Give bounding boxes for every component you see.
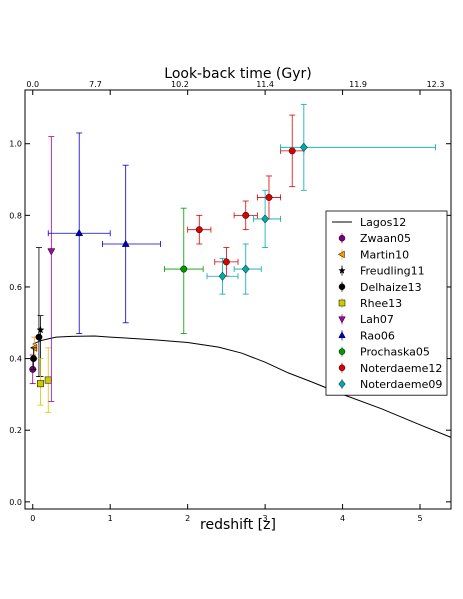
top-tick-label: 7.7	[89, 80, 102, 89]
legend-label: Rao06	[360, 329, 395, 342]
data-point	[218, 271, 227, 281]
legend-label: Delhaize13	[360, 281, 422, 294]
data-point	[265, 193, 273, 201]
plot-area	[24, 89, 452, 510]
data-point	[121, 239, 130, 247]
plot-frame	[24, 89, 452, 510]
legend-marker	[338, 316, 346, 324]
data-point	[241, 264, 250, 274]
error-bar	[102, 164, 161, 324]
top-tick-label: 0.0	[26, 80, 39, 89]
top-tick-label: 10.2	[171, 80, 189, 89]
legend-label: Lah07	[360, 313, 394, 326]
legend: Lagos12 Zwaan05 Martin10 Freudling11 Delhaiz…	[325, 210, 448, 396]
data-point	[299, 142, 308, 152]
data-points	[29, 103, 436, 413]
legend-label: Lagos12	[360, 216, 406, 229]
x-tick-label: 1	[108, 514, 113, 523]
y-tick-label: 0.0	[9, 498, 22, 507]
x-axis-title: redshift [z]	[200, 517, 276, 533]
legend-label: Noterdaeme12	[360, 362, 442, 375]
legend-label: Zwaan05	[360, 232, 411, 245]
data-point	[242, 211, 250, 219]
legend-marker	[338, 283, 346, 291]
series-lah07	[47, 136, 56, 402]
series-noterdaeme09	[206, 103, 436, 295]
x-tick-label: 4	[340, 514, 345, 523]
legend-label: Noterdaeme09	[360, 378, 442, 391]
data-point	[44, 376, 52, 384]
legend-marker	[337, 250, 345, 259]
data-point	[36, 325, 45, 334]
data-point	[47, 248, 56, 256]
y-tick-label: 0.2	[9, 426, 22, 435]
data-point	[180, 265, 188, 273]
data-point	[222, 258, 230, 266]
top-tick-label: 11.9	[349, 80, 367, 89]
x-tick-label: 5	[417, 514, 422, 523]
legend-label: Martin10	[360, 248, 409, 261]
error-bar	[35, 247, 42, 377]
series-rao06	[47, 132, 161, 334]
y-tick-label: 0.6	[9, 283, 22, 292]
y-tick-label: 1.0	[9, 140, 22, 149]
top-axis-title: Look-back time (Gyr)	[164, 66, 311, 82]
series-prochaska05	[164, 207, 204, 334]
series-rhee13	[37, 347, 52, 413]
series-delhaize13	[30, 247, 43, 377]
legend-marker	[338, 234, 346, 242]
data-point	[37, 380, 44, 388]
legend-marker	[338, 364, 346, 372]
axes: 0 1 2 3 4 5 0.0 0.2 0.4 0.6 0.8 1.0 0.0 7.7 10.2 11.4 11…	[9, 80, 451, 523]
legend-box	[325, 210, 448, 396]
legend-marker	[338, 266, 346, 274]
data-point	[261, 214, 269, 224]
legend-marker	[338, 299, 346, 307]
series-noterdaeme12	[187, 114, 305, 277]
x-tick-label: 3	[263, 514, 268, 523]
legend-marker	[338, 379, 346, 389]
error-bar	[48, 136, 55, 402]
top-tick-label: 12.3	[427, 80, 445, 89]
top-tick-label: 11.4	[256, 80, 274, 89]
data-point	[35, 333, 43, 341]
x-tick-label: 2	[185, 514, 190, 523]
legend-marker	[338, 331, 346, 339]
data-point	[288, 147, 296, 155]
y-tick-label: 0.8	[9, 211, 22, 220]
data-point	[75, 228, 84, 237]
legend-label: Rhee13	[360, 297, 402, 310]
data-point	[30, 355, 37, 363]
legend-label: Freudling11	[360, 265, 425, 278]
data-point	[195, 226, 203, 234]
legend-label: Prochaska05	[360, 346, 430, 359]
legend-marker	[338, 348, 346, 355]
y-tick-label: 0.4	[9, 355, 22, 364]
x-tick-label: 0	[30, 514, 35, 523]
